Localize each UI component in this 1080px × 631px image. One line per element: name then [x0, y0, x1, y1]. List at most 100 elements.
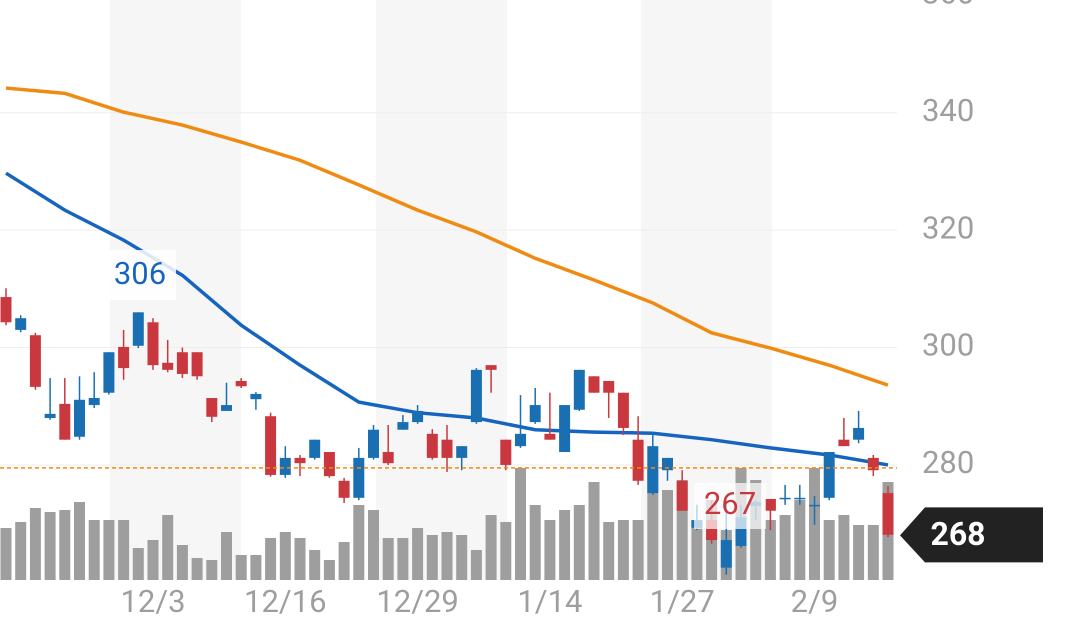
candle-body — [500, 439, 512, 465]
volume-bar — [44, 512, 56, 580]
candle-body — [867, 457, 879, 471]
volume-bar — [662, 490, 673, 580]
candle-body — [29, 335, 41, 387]
x-tick-label: 12/16 — [244, 583, 326, 620]
period-band — [376, 0, 507, 580]
candle-body — [353, 457, 365, 498]
candles — [0, 288, 894, 575]
candle-body — [573, 369, 585, 410]
volume-bar — [59, 510, 71, 580]
volume-bar — [823, 520, 835, 580]
candle-body — [882, 493, 894, 535]
candle-body — [59, 403, 71, 440]
candle-body — [706, 520, 718, 541]
volume-bar — [88, 520, 100, 580]
volume-bar — [294, 538, 306, 580]
high-annotation: 306 — [114, 255, 166, 292]
candle-body — [279, 457, 291, 475]
volume-bar — [206, 560, 218, 580]
annotation-bg — [694, 483, 766, 529]
volume-bar — [470, 550, 482, 580]
volume-bar — [338, 542, 350, 580]
volume-bar — [559, 510, 571, 580]
candle-body — [838, 439, 850, 447]
candle-body — [470, 369, 482, 423]
volume-bar — [309, 550, 321, 580]
candle-body — [382, 452, 394, 464]
y-tick-label: 340 — [922, 92, 974, 129]
candle-body — [206, 398, 218, 417]
volume-bar — [544, 520, 556, 580]
candle-body — [74, 399, 85, 437]
candle-body — [323, 452, 335, 477]
volume-bar — [603, 522, 615, 580]
candle-body — [603, 380, 615, 393]
volume-bar — [573, 505, 585, 580]
volume-bar — [441, 532, 453, 580]
volume-bar — [838, 515, 850, 580]
candle-body — [412, 410, 424, 423]
candle-body — [221, 405, 232, 411]
candle-body — [294, 457, 306, 464]
volume-bar — [617, 520, 629, 580]
volume-bar — [368, 510, 379, 580]
candle-body — [132, 312, 144, 346]
volume-bar — [691, 520, 703, 580]
volume-bar — [632, 520, 644, 580]
low-annotation: 267 — [704, 485, 756, 522]
volume-bar — [764, 520, 776, 580]
volume-bar — [353, 505, 365, 580]
candle-body — [544, 433, 556, 440]
x-tick-label: 1/27 — [650, 583, 715, 620]
candle-body — [853, 427, 865, 440]
volume-bar — [118, 520, 130, 580]
candle-body — [15, 318, 27, 330]
volume-bar — [15, 522, 27, 580]
volume-bar — [132, 548, 144, 580]
annotation-bg — [104, 250, 176, 300]
last-price-label: 268 — [930, 515, 985, 553]
y-tick-label: 360 — [922, 0, 974, 11]
volume-bar — [515, 468, 526, 580]
volume-bar — [426, 535, 438, 580]
volume-bar — [529, 505, 541, 580]
candle-body — [250, 393, 262, 400]
candle-body — [147, 322, 159, 366]
moving-average-line — [5, 86, 889, 387]
candle-body — [103, 352, 115, 393]
volume-bar — [676, 480, 688, 580]
candle-body — [485, 365, 497, 370]
candle-body — [529, 405, 541, 423]
candle-body — [617, 392, 629, 428]
candle-body — [632, 439, 644, 481]
volume-bar — [750, 480, 762, 580]
y-tick-label: 320 — [922, 209, 974, 246]
volume-bar — [456, 535, 468, 580]
candle-body — [456, 446, 468, 458]
candle-body — [809, 504, 820, 507]
candle-body — [368, 429, 379, 458]
last-price-badge — [900, 507, 1043, 563]
candle-body — [764, 498, 776, 511]
candle-body — [235, 380, 247, 387]
candle-body — [794, 497, 806, 500]
candle-body — [162, 362, 174, 370]
volume-bar — [588, 482, 600, 580]
volume-bar — [397, 538, 409, 580]
volume-bar — [191, 558, 203, 580]
volume-bar — [0, 528, 12, 580]
candle-body — [559, 405, 571, 453]
candle-body — [735, 517, 747, 546]
candle-body — [265, 416, 277, 475]
volume-bar — [412, 528, 424, 580]
volume-bar — [235, 555, 247, 580]
candle-body — [676, 480, 688, 511]
overlay: 306 267 268 — [0, 250, 1043, 563]
volume-bar — [853, 525, 865, 580]
volume-bar — [867, 525, 879, 580]
candle-body — [191, 352, 203, 377]
volume-bar — [147, 540, 159, 580]
x-tick-label: 12/3 — [120, 583, 185, 620]
candle-body — [588, 376, 600, 393]
candle-body — [823, 452, 835, 498]
